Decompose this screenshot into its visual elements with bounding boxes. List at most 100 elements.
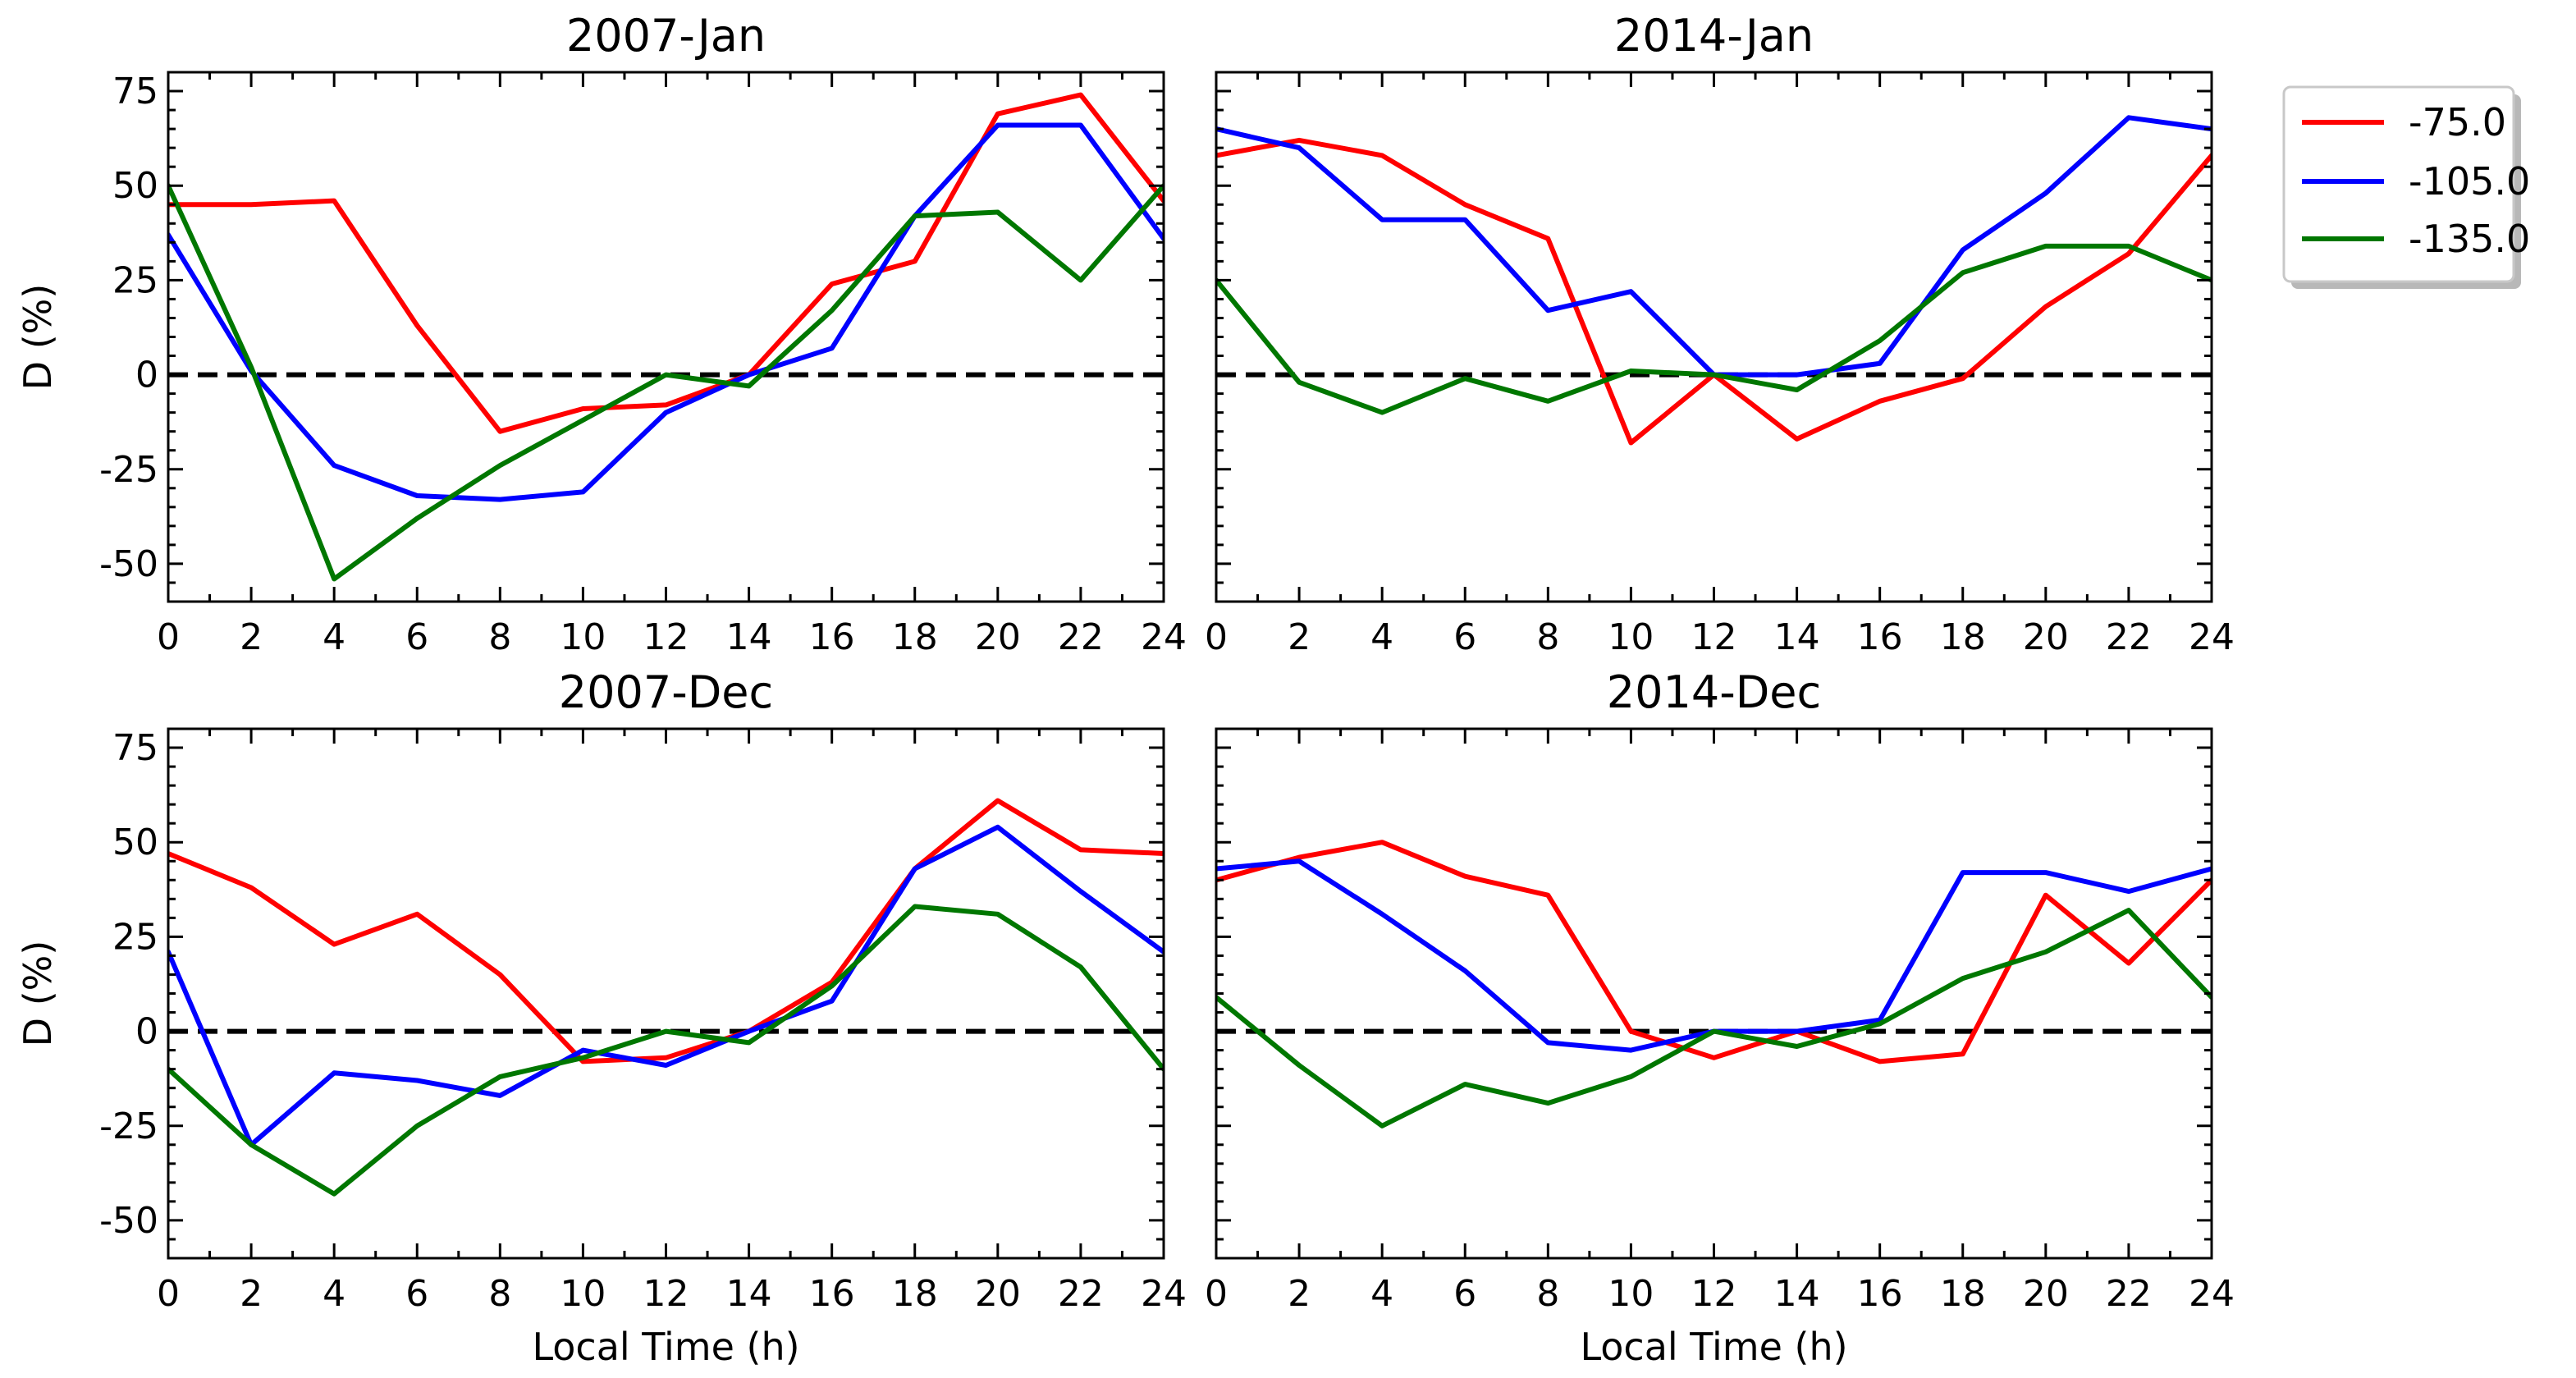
series-group [168,92,1164,582]
x-tick-label: 12 [1691,1273,1737,1315]
series-group [1216,840,2212,1128]
y-tick-label: 50 [112,822,158,863]
x-tick-label: 6 [1453,1273,1476,1315]
panel-3: 0 2 4 6 8 10 12 14 16 18 20 22 24-50-2502550752007-D… [16,666,1187,1369]
y-tick-label: 75 [112,727,158,769]
panel-1: 0 2 4 6 8 10 12 14 16 18 20 22 24-50-2502550752007-J… [16,10,1187,658]
series-group [1216,115,2212,446]
y-tick-label: 0 [135,355,158,396]
x-tick-label: 14 [726,1273,772,1315]
legend-label-1: -75.0 [2409,100,2506,144]
series-line--135.0 [1216,243,2212,415]
x-tick-label: 6 [1453,616,1476,658]
x-tick-label: 14 [1774,1273,1820,1315]
y-tick-label: 25 [112,259,158,301]
series-line--105.0 [168,824,1164,1147]
legend-box [2282,85,2515,283]
x-tick-label: 20 [2023,1273,2069,1315]
panel-title: 2014-Jan [1614,10,1814,62]
x-tick-label: 0 [157,1273,180,1315]
y-axis-label: D (%) [16,941,60,1047]
y-tick-label: 25 [112,916,158,958]
plot-frame [167,71,1165,603]
x-tick-label: 18 [1940,616,1986,658]
x-tick-label: 24 [2189,616,2235,658]
x-tick-label: 22 [1058,1273,1104,1315]
x-tick-label: 10 [1608,1273,1654,1315]
series-line--75.0 [1216,137,2212,446]
x-tick-label: 18 [892,1273,938,1315]
x-tick-label: 20 [2023,616,2069,658]
x-tick-label: 16 [809,616,855,658]
x-tick-label: 24 [1141,1273,1187,1315]
series-line--105.0 [1216,858,2212,1053]
y-tick-label: 0 [135,1011,158,1053]
legend-label-3: -135.0 [2409,217,2530,261]
x-tick-label: 8 [1536,616,1559,658]
x-tick-label: 8 [488,1273,511,1315]
x-tick-label: 2 [1288,616,1311,658]
series-group [168,798,1164,1197]
x-tick-label: 0 [1205,616,1228,658]
x-tick-label: 22 [2106,616,2152,658]
x-tick-label: 4 [1370,616,1393,658]
x-tick-label: 10 [1608,616,1654,658]
panel-title: 2007-Dec [559,666,773,718]
x-tick-label: 14 [726,616,772,658]
x-tick-label: 16 [809,1273,855,1315]
series-line--75.0 [1216,840,2212,1064]
x-tick-label: 22 [1058,616,1104,658]
panel-title: 2014-Dec [1607,666,1821,718]
x-tick-label: 16 [1857,1273,1903,1315]
y-axis-label: D (%) [16,284,60,391]
x-tick-label: 10 [560,1273,606,1315]
x-tick-label: 0 [157,616,180,658]
y-tick-label: -25 [99,1106,158,1147]
x-tick-label: 8 [488,616,511,658]
series-line--135.0 [1216,908,2212,1128]
x-tick-label: 12 [1691,616,1737,658]
x-tick-label: 20 [975,616,1021,658]
x-tick-label: 14 [1774,616,1820,658]
x-tick-label: 22 [2106,1273,2152,1315]
x-tick-label: 2 [1288,1273,1311,1315]
x-tick-label: 24 [2189,1273,2235,1315]
series-line--75.0 [168,798,1164,1064]
y-tick-label: 50 [112,165,158,207]
x-tick-label: 20 [975,1273,1021,1315]
series-line--105.0 [168,122,1164,502]
x-tick-label: 4 [323,616,345,658]
x-tick-label: 2 [240,1273,263,1315]
x-axis-label: Local Time (h) [532,1325,799,1369]
legend: -75.0 -105.0 -135.0 [2282,85,2530,289]
plot-frame [1215,727,2213,1260]
y-tick-label: -50 [99,1200,158,1242]
y-tick-label: -25 [99,449,158,491]
x-tick-label: 8 [1536,1273,1559,1315]
series-line--75.0 [168,92,1164,434]
x-tick-label: 6 [405,1273,428,1315]
x-tick-label: 12 [643,1273,689,1315]
x-tick-label: 6 [405,616,428,658]
x-tick-label: 18 [892,616,938,658]
x-tick-label: 24 [1141,616,1187,658]
legend-label-2: -105.0 [2409,159,2530,204]
x-axis-label: Local Time (h) [1580,1325,1847,1369]
x-tick-label: 4 [1370,1273,1393,1315]
x-tick-label: 18 [1940,1273,1986,1315]
x-tick-label: 4 [323,1273,345,1315]
y-tick-label: -50 [99,543,158,585]
panel-title: 2007-Jan [566,10,766,62]
x-tick-label: 12 [643,616,689,658]
x-tick-label: 0 [1205,1273,1228,1315]
x-tick-label: 2 [240,616,263,658]
series-line--135.0 [168,183,1164,582]
x-tick-label: 16 [1857,616,1903,658]
y-tick-label: 75 [112,71,158,112]
x-tick-label: 10 [560,616,606,658]
panels-group: 0 2 4 6 8 10 12 14 16 18 20 22 24-50-2502550752007-J… [16,10,2235,1369]
series-line--135.0 [168,904,1164,1197]
